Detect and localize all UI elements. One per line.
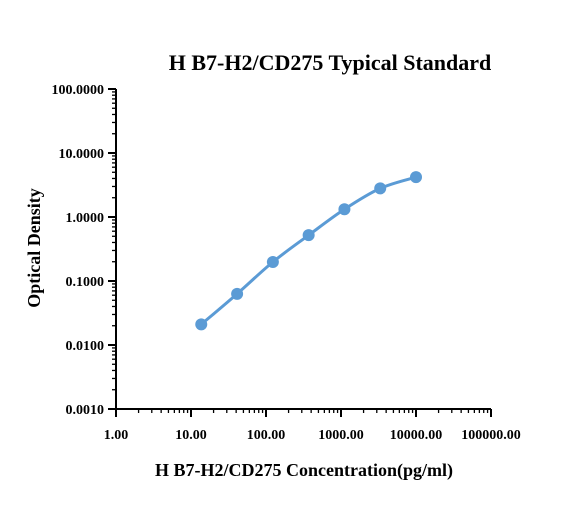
x-tick-label: 10.00 xyxy=(175,428,207,443)
data-point xyxy=(410,171,422,184)
x-tick-label: 100000.00 xyxy=(461,428,521,443)
data-point xyxy=(374,182,387,195)
data-point xyxy=(338,203,351,216)
x-tick-label: 1.00 xyxy=(104,428,129,443)
y-axis-label: Optical Density xyxy=(24,188,44,308)
axes: 1.00 10.00 100.00 1000.00 10000.00 100000.00 0… xyxy=(52,83,521,443)
y-tick-label: 100.0000 xyxy=(52,83,105,98)
y-tick-label: 1.0000 xyxy=(66,211,105,226)
plot-area xyxy=(195,171,422,331)
x-tick-label: 10000.00 xyxy=(390,428,443,443)
y-tick-label: 10.0000 xyxy=(59,147,105,162)
x-axis-label: H B7-H2/CD275 Concentration(pg/ml) xyxy=(155,460,453,481)
y-tick-label: 0.0010 xyxy=(66,403,105,418)
series-line xyxy=(200,175,417,326)
y-tick-label: 0.0100 xyxy=(66,339,105,354)
data-point xyxy=(195,318,208,331)
data-point xyxy=(231,287,244,300)
x-tick-label: 100.00 xyxy=(247,428,286,443)
chart-title: H B7-H2/CD275 Typical Standard xyxy=(169,50,492,75)
x-tick-label: 1000.00 xyxy=(318,428,364,443)
data-point xyxy=(266,256,279,269)
y-tick-label: 0.1000 xyxy=(66,275,105,290)
data-point xyxy=(302,229,315,242)
